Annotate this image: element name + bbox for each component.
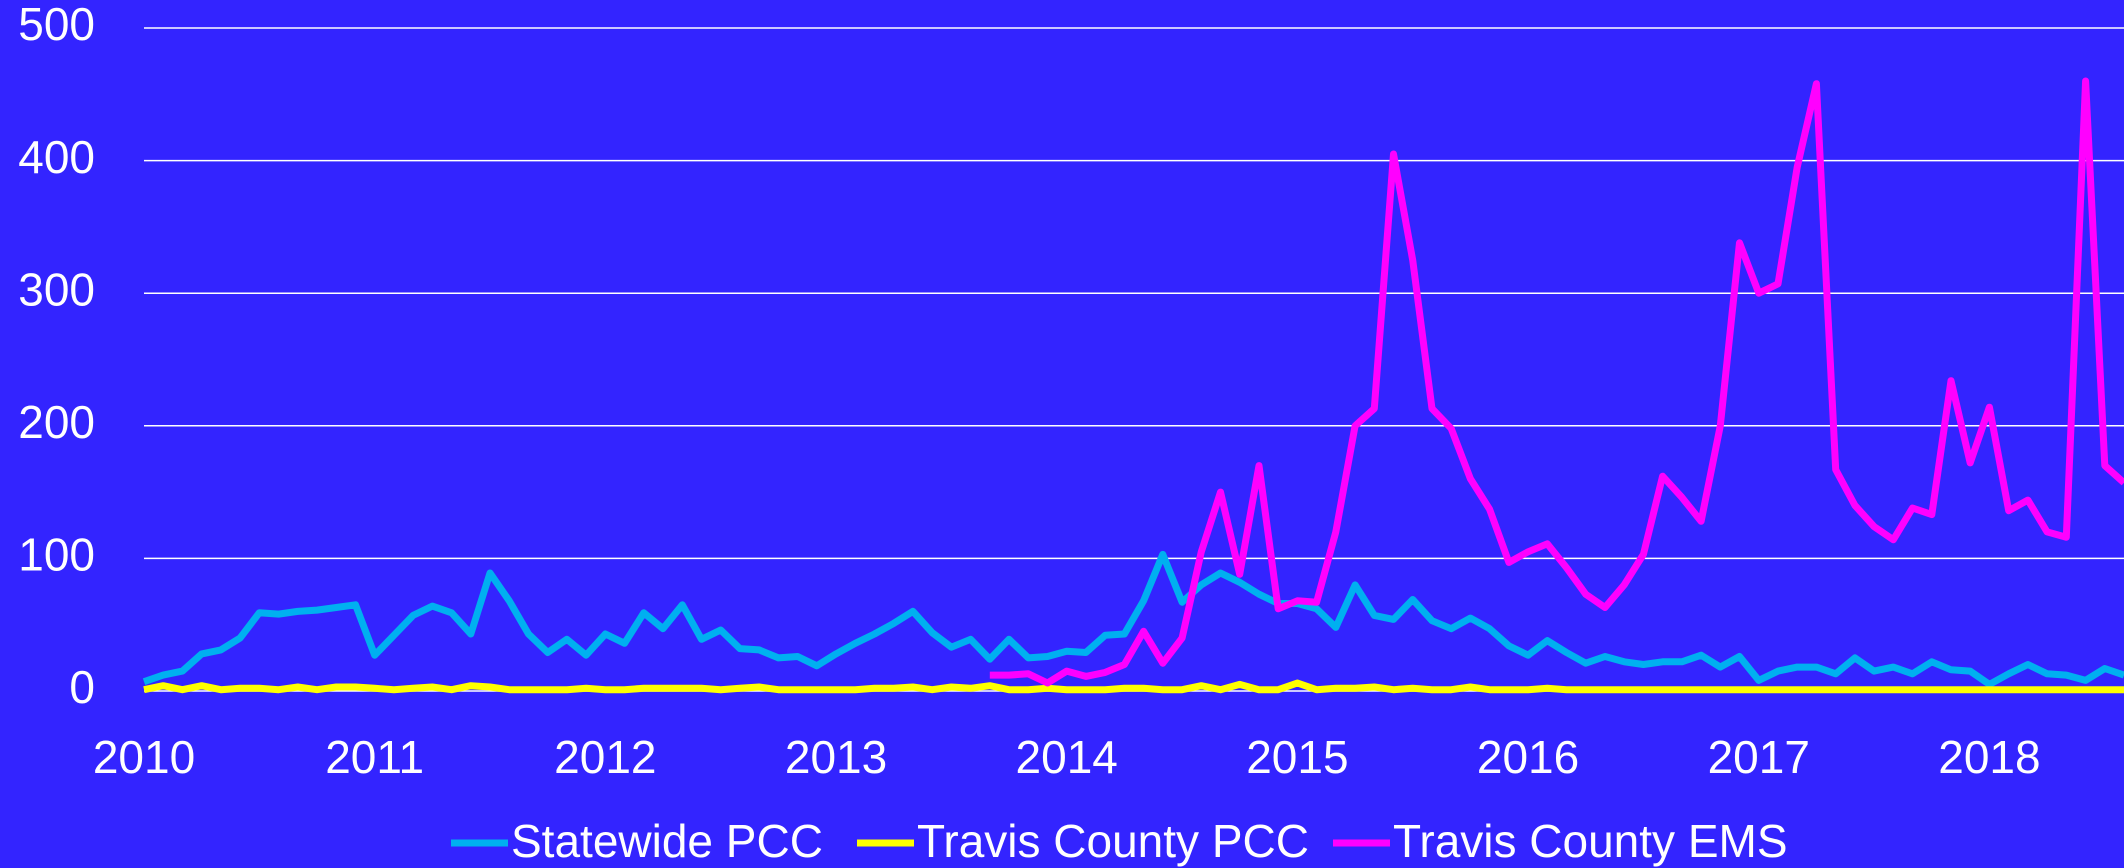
y-tick-label: 400 [18,131,95,183]
x-tick-label: 2018 [1938,731,2040,783]
x-tick-label: 2015 [1246,731,1348,783]
x-tick-label: 2012 [554,731,656,783]
series-line [142,550,2124,688]
legend-label: Travis County EMS [1393,815,1788,867]
legend-label: Statewide PCC [511,815,823,867]
y-tick-label: 200 [18,396,95,448]
x-tick-label: 2016 [1477,731,1579,783]
y-tick-label: 300 [18,263,95,315]
y-tick-label: 100 [18,529,95,581]
y-tick-label: 500 [18,0,95,50]
series-line [989,77,2124,687]
x-tick-label: 2011 [325,731,424,783]
x-tick-label: 2014 [1016,731,1118,783]
y-tick-label: 0 [69,661,95,713]
legend-label: Travis County PCC [917,815,1309,867]
x-tick-label: 2017 [1708,731,1810,783]
x-tick-label: 2010 [93,731,195,783]
series-line [143,679,2124,694]
x-tick-label: 2013 [785,731,887,783]
